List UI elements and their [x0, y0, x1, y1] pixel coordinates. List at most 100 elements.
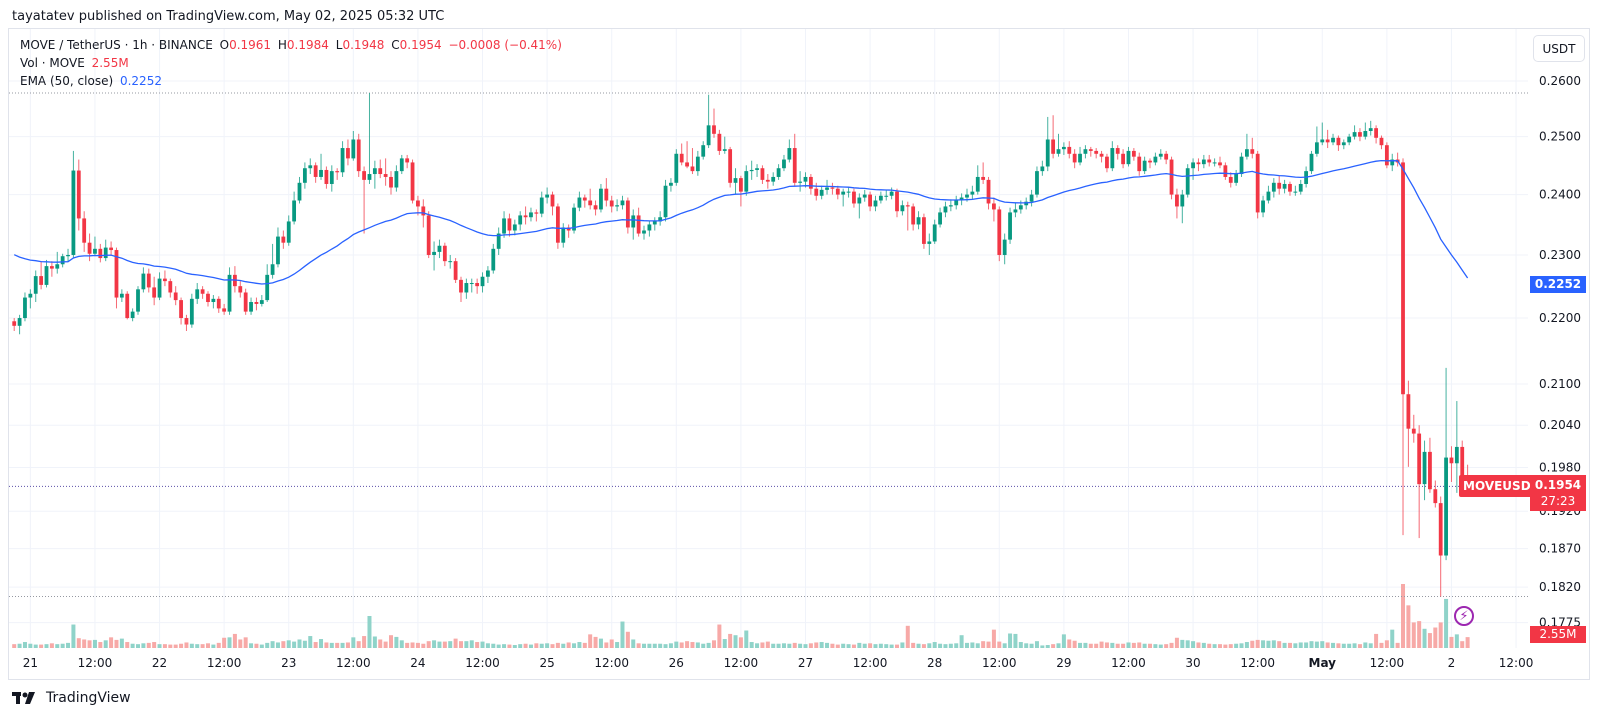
candle-up[interactable]	[1320, 139, 1325, 143]
candle-up[interactable]	[889, 191, 894, 196]
candle-down[interactable]	[1051, 139, 1056, 154]
candle-up[interactable]	[539, 197, 544, 214]
candle-down[interactable]	[690, 166, 695, 172]
candle-up[interactable]	[1298, 183, 1303, 192]
candle-up[interactable]	[308, 165, 313, 169]
candle-down[interactable]	[792, 148, 797, 183]
candle-up[interactable]	[798, 181, 803, 183]
candle-down[interactable]	[1175, 194, 1179, 207]
candle-down[interactable]	[895, 191, 899, 212]
candle-up[interactable]	[1185, 168, 1190, 195]
candle-up[interactable]	[286, 221, 291, 243]
candle-down[interactable]	[1099, 153, 1104, 157]
candle-up[interactable]	[276, 236, 280, 265]
candle-down[interactable]	[76, 170, 81, 219]
candle-down[interactable]	[163, 278, 167, 282]
candle-down[interactable]	[1288, 183, 1292, 192]
candle-down[interactable]	[1411, 428, 1416, 434]
candle-down[interactable]	[1277, 182, 1282, 189]
candle-up[interactable]	[1040, 166, 1045, 172]
candle-up[interactable]	[1191, 162, 1195, 169]
candle-up[interactable]	[518, 215, 523, 225]
candle-down[interactable]	[405, 158, 410, 163]
candle-down[interactable]	[281, 236, 286, 243]
candle-down[interactable]	[98, 248, 103, 259]
candle-up[interactable]	[1110, 148, 1115, 169]
candle-up[interactable]	[491, 248, 496, 271]
candle-down[interactable]	[1169, 159, 1174, 195]
candle-up[interactable]	[259, 300, 264, 304]
candle-down[interactable]	[905, 205, 910, 207]
candle-up[interactable]	[965, 194, 969, 198]
candle-up[interactable]	[340, 148, 345, 173]
candle-up[interactable]	[1309, 153, 1314, 172]
candle-down[interactable]	[604, 188, 609, 201]
candle-up[interactable]	[669, 182, 673, 186]
candle-up[interactable]	[1331, 137, 1335, 143]
candle-up[interactable]	[1013, 209, 1018, 213]
candle-down[interactable]	[1137, 156, 1142, 172]
candle-down[interactable]	[507, 218, 512, 231]
candle-up[interactable]	[265, 274, 270, 301]
candle-up[interactable]	[787, 148, 792, 160]
candle-up[interactable]	[706, 125, 711, 146]
candle-up[interactable]	[825, 187, 829, 190]
candle-down[interactable]	[1250, 149, 1255, 154]
candle-down[interactable]	[685, 162, 689, 167]
candle-up[interactable]	[1234, 174, 1239, 183]
candle-up[interactable]	[17, 318, 22, 326]
candle-up[interactable]	[771, 176, 776, 182]
candle-down[interactable]	[582, 197, 587, 201]
candle-down[interactable]	[986, 179, 991, 204]
candle-down[interactable]	[1207, 159, 1212, 163]
candle-down[interactable]	[426, 215, 431, 255]
candle-up[interactable]	[249, 302, 253, 312]
candle-down[interactable]	[12, 321, 17, 326]
candle-up[interactable]	[841, 191, 846, 195]
candle-up[interactable]	[1444, 457, 1448, 556]
candle-down[interactable]	[588, 200, 593, 206]
candle-up[interactable]	[884, 195, 889, 197]
candle-down[interactable]	[1218, 162, 1222, 166]
candle-up[interactable]	[1201, 159, 1206, 165]
candle-down[interactable]	[453, 261, 458, 280]
candle-down[interactable]	[1374, 128, 1378, 138]
candle-up[interactable]	[432, 251, 436, 255]
candle-up[interactable]	[642, 230, 646, 234]
candle-down[interactable]	[254, 302, 259, 304]
candle-up[interactable]	[1363, 130, 1368, 137]
candle-down[interactable]	[238, 286, 243, 293]
candle-down[interactable]	[168, 281, 173, 293]
candle-up[interactable]	[1035, 171, 1039, 195]
candle-up[interactable]	[1282, 183, 1287, 189]
candle-down[interactable]	[830, 187, 835, 189]
candle-up[interactable]	[157, 278, 162, 298]
candle-up[interactable]	[722, 149, 727, 151]
candle-up[interactable]	[130, 311, 135, 319]
candle-up[interactable]	[572, 207, 576, 231]
candle-up[interactable]	[873, 200, 878, 207]
candle-down[interactable]	[1449, 457, 1454, 464]
candle-up[interactable]	[857, 197, 862, 204]
lightning-alert-icon[interactable]: ⚡	[1454, 606, 1474, 626]
candle-up[interactable]	[1454, 446, 1459, 464]
candle-up[interactable]	[1239, 156, 1244, 175]
candle-up[interactable]	[948, 205, 953, 207]
candle-up[interactable]	[189, 298, 194, 325]
candle-up[interactable]	[744, 171, 749, 192]
candle-up[interactable]	[469, 283, 474, 285]
candle-up[interactable]	[862, 194, 867, 198]
candle-down[interactable]	[146, 273, 151, 288]
candle-up[interactable]	[782, 159, 786, 169]
candle-down[interactable]	[717, 133, 722, 151]
candle-down[interactable]	[981, 176, 986, 180]
candle-down[interactable]	[1325, 139, 1330, 143]
candle-down[interactable]	[49, 266, 54, 269]
candle-down[interactable]	[523, 215, 528, 218]
candle-up[interactable]	[938, 212, 942, 225]
candle-up[interactable]	[351, 139, 356, 159]
candle-down[interactable]	[1460, 446, 1465, 482]
candle-up[interactable]	[658, 217, 663, 222]
candle-up[interactable]	[1390, 159, 1395, 166]
candle-up[interactable]	[900, 205, 905, 212]
